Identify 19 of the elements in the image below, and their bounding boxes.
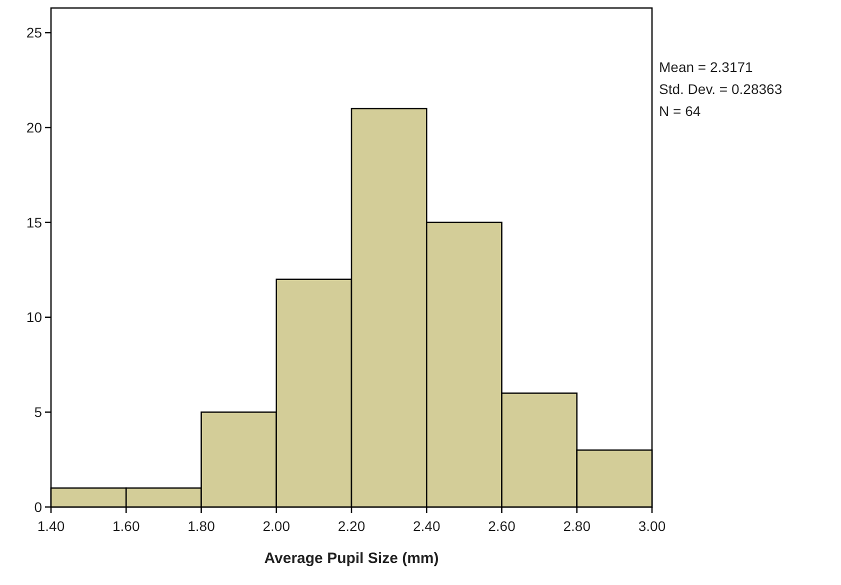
x-tick-label: 3.00 <box>638 518 666 534</box>
y-tick-label: 10 <box>26 309 42 326</box>
x-tick-label: 1.40 <box>37 518 65 534</box>
x-tick-label: 2.80 <box>563 518 591 534</box>
text: Std. Dev. = 0.28363 <box>659 81 782 97</box>
y-tick-label: 20 <box>26 119 42 136</box>
x-tick-label: 2.00 <box>262 518 290 534</box>
y-tick-label: 25 <box>26 24 42 41</box>
y-tick-label: 5 <box>34 404 42 420</box>
y-tick-label: 0 <box>34 498 42 515</box>
y-tick-label: 15 <box>26 214 42 230</box>
x-tick-label: 2.60 <box>488 518 516 534</box>
x-tick-label: 1.80 <box>188 518 216 534</box>
x-axis-title: Average Pupil Size (mm) <box>264 550 439 567</box>
x-tick-label: 2.20 <box>338 518 366 534</box>
text: N = 64 <box>659 103 701 119</box>
x-tick-label: 2.40 <box>413 518 440 534</box>
text: Mean = 2.3171 <box>659 59 754 75</box>
x-tick-label: 1.60 <box>112 518 140 534</box>
